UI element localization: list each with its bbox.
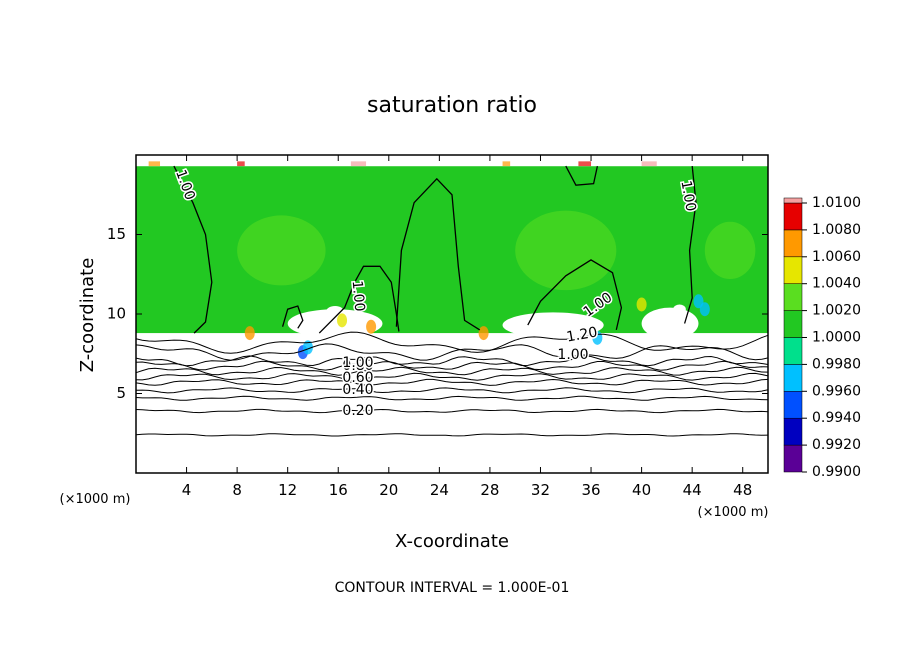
contour-line <box>565 165 599 186</box>
contour-label: 1.00 <box>349 280 368 312</box>
contour-line <box>683 166 697 324</box>
contour-line <box>135 378 769 386</box>
colorbar-swatch <box>783 310 803 338</box>
x-tick-label: 24 <box>430 481 449 499</box>
x-tick-label: 40 <box>632 481 651 499</box>
white-region <box>641 307 699 340</box>
contour-line <box>173 165 213 334</box>
colorbar-swatch <box>783 444 803 473</box>
colorbar-label: 1.0040 <box>812 276 861 292</box>
top-spot <box>578 161 592 167</box>
contour-label: 0.20 <box>342 403 373 419</box>
contour-line <box>135 355 769 367</box>
field-patch <box>237 215 326 286</box>
contour-line <box>135 408 769 414</box>
colorbar-swatch <box>783 364 803 392</box>
color-spot <box>244 326 255 341</box>
contour-label: 1.00 <box>342 355 373 371</box>
colorbar-label: 1.0100 <box>812 195 861 211</box>
x-tick-label: 28 <box>480 481 499 499</box>
colorbar-swatch <box>783 202 803 231</box>
contour-label: 0.60 <box>342 370 373 386</box>
contour-line <box>395 177 481 331</box>
contour-line <box>281 305 304 329</box>
y-tick-label: 5 <box>116 384 126 402</box>
color-spot <box>699 302 710 317</box>
contour-line <box>135 372 769 381</box>
field-patch <box>704 221 756 280</box>
colorbar-label: 1.0020 <box>812 303 861 319</box>
colorbar-label: 0.9920 <box>812 437 861 453</box>
x-tick-label: 36 <box>581 481 600 499</box>
colorbar-swatch <box>783 256 803 284</box>
x-tick-label: 8 <box>232 481 242 499</box>
contour-label: 0.80 <box>342 358 373 374</box>
color-spot <box>366 319 377 334</box>
color-spot <box>302 340 313 355</box>
white-region <box>673 304 686 315</box>
white-region <box>502 312 604 338</box>
y-tick-label: 15 <box>107 225 126 243</box>
contour-line <box>135 360 769 371</box>
chart-title: saturation ratio <box>367 93 537 118</box>
colorbar-label: 0.9980 <box>812 356 861 372</box>
contour-line <box>135 343 769 361</box>
colorbar-swatch <box>783 197 803 204</box>
top-spot <box>350 161 367 167</box>
colorbar-swatch <box>783 417 803 446</box>
x-axis-label: X-coordinate <box>395 531 509 552</box>
contour-line <box>135 433 769 437</box>
top-spot <box>641 161 657 167</box>
x-tick-label: 32 <box>531 481 550 499</box>
x-tick-label: 4 <box>182 481 192 499</box>
color-spot <box>337 313 348 328</box>
x-tick-label: 48 <box>733 481 752 499</box>
colorbar-label: 0.9900 <box>812 464 861 480</box>
colorbar-label: 1.0060 <box>812 249 861 265</box>
colorbar-label: 0.9940 <box>812 410 861 426</box>
x-unit-label: (×1000 m) <box>60 492 131 507</box>
white-region <box>287 309 383 338</box>
colorbar-swatch <box>783 337 803 365</box>
colorbar-swatch <box>783 391 803 419</box>
top-spot <box>237 161 245 167</box>
y-tick-label: 10 <box>107 305 126 323</box>
x-tick-label: 44 <box>683 481 702 499</box>
contour-line <box>527 259 623 331</box>
x-tick-label: 20 <box>379 481 398 499</box>
colorbar-swatch <box>783 283 803 311</box>
field-patch <box>515 210 617 291</box>
top-spot <box>148 161 161 167</box>
plot-area: 0.200.400.600.801.001.00 1.001.00 1.001.00… <box>135 154 769 474</box>
colorbar-label: 1.0080 <box>812 222 861 238</box>
contour-label: 0.40 <box>342 382 373 398</box>
top-strip <box>136 155 768 167</box>
contour-label: 1.00 <box>557 347 588 363</box>
contour-line <box>318 265 400 334</box>
contour-interval: CONTOUR INTERVAL = 1.000E-01 <box>335 580 570 596</box>
y-axis-label: Z-coordinate <box>77 258 98 373</box>
contour-line <box>135 366 769 376</box>
contour-line <box>135 395 769 401</box>
top-spot <box>502 161 511 167</box>
colorbar-label: 1.0000 <box>812 330 861 346</box>
x-tick-label: 12 <box>278 481 297 499</box>
colorbar-label: 0.9960 <box>812 383 861 399</box>
colorbar-swatch <box>783 229 803 258</box>
contour-line <box>135 331 769 354</box>
x-tick-label: 16 <box>329 481 348 499</box>
color-spot <box>478 326 489 341</box>
x-unit-label: (×1000 m) <box>698 505 769 520</box>
contour-line <box>135 387 769 394</box>
color-spot <box>636 297 647 312</box>
